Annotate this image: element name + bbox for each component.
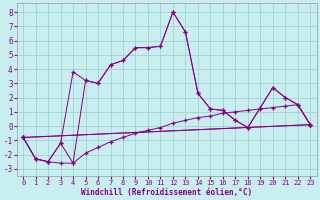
X-axis label: Windchill (Refroidissement éolien,°C): Windchill (Refroidissement éolien,°C)	[81, 188, 252, 197]
